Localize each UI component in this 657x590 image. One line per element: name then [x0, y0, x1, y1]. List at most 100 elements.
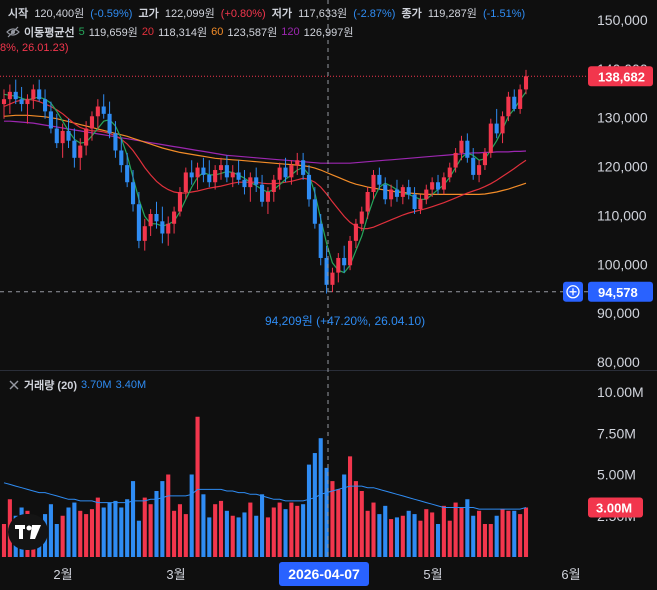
candle-body — [154, 213, 159, 222]
volume-bar — [189, 474, 194, 557]
candle — [166, 216, 171, 246]
volume-bar — [482, 524, 487, 557]
candle — [500, 111, 505, 144]
low-value: 117,633원 — [298, 8, 348, 20]
candle-body — [142, 226, 147, 241]
candle — [37, 79, 42, 102]
price-axis-tick: 90,000 — [597, 305, 640, 321]
volume-axis-tick: 5.00M — [597, 467, 636, 483]
candle-body — [359, 211, 364, 224]
ma60-period: 60 — [211, 26, 224, 38]
volume-bar — [89, 509, 95, 557]
candle-body — [289, 165, 294, 178]
candle — [283, 157, 288, 183]
candle — [471, 148, 476, 180]
candle — [43, 89, 48, 119]
candle — [459, 135, 464, 161]
volume-bar — [441, 505, 446, 557]
candle-body — [260, 184, 265, 202]
candle-body — [25, 99, 30, 105]
candle — [189, 160, 194, 185]
volume-bar — [125, 499, 130, 557]
volume-bar — [377, 514, 382, 557]
volume-bar — [166, 474, 171, 557]
candle — [394, 179, 400, 202]
candle-body — [465, 140, 470, 158]
price-axis-tick: 80,000 — [597, 354, 640, 370]
candle — [107, 101, 112, 139]
volume-bar — [195, 416, 200, 557]
candle-body — [254, 177, 259, 185]
candle — [218, 157, 224, 180]
candle — [389, 184, 394, 207]
candle — [265, 187, 270, 214]
volume-bar — [400, 515, 405, 557]
cursor-price-label: 94,578 — [598, 285, 638, 300]
candle-body — [230, 172, 235, 178]
candle-body — [265, 192, 270, 202]
candle-body — [412, 194, 417, 210]
candle — [512, 89, 517, 112]
volume-bar — [213, 504, 218, 557]
candle-body — [54, 128, 59, 144]
high-change: (+0.80%) — [220, 8, 266, 20]
ma-legend[interactable]: 이동평균선 5 119,659원 20 118,314원 60 123,587원… — [6, 24, 358, 40]
candle-body — [459, 140, 464, 153]
candle-body — [218, 165, 224, 171]
ma20-value: 118,314원 — [158, 27, 208, 39]
tradingview-logo[interactable] — [8, 514, 48, 550]
volume-bar — [301, 504, 306, 557]
candle-body — [523, 76, 529, 90]
volume-bar — [84, 514, 89, 557]
ma120-line — [4, 120, 527, 164]
candle-body — [7, 91, 12, 100]
volume-bar — [406, 510, 411, 557]
volume-bar — [412, 514, 417, 557]
candle — [136, 192, 141, 249]
volume-legend[interactable]: 거래량 (20) 3.70M 3.40M — [8, 377, 150, 393]
candle-body — [488, 123, 493, 153]
price-axis-tick: 100,000 — [597, 256, 648, 272]
candle — [95, 99, 100, 129]
volume-bar — [447, 520, 452, 557]
volume-bar — [430, 512, 435, 557]
candle — [447, 162, 452, 183]
price-axis-tick: 130,000 — [597, 110, 648, 126]
candle-body — [324, 257, 329, 285]
candle — [488, 118, 493, 158]
candle-body — [512, 96, 517, 109]
candle-body — [19, 99, 24, 105]
candle-body — [136, 204, 141, 241]
candle-body — [195, 167, 200, 178]
volume-bar — [260, 494, 265, 557]
candle — [400, 184, 405, 205]
visibility-icon[interactable] — [8, 379, 20, 391]
candle-body — [506, 96, 511, 117]
volume-bar — [418, 520, 423, 557]
candle-body — [101, 106, 106, 114]
ohlc-legend: 시작 120,400원 (-0.59%) 고가 122,099원 (+0.80%… — [8, 5, 528, 21]
volume-bar — [477, 510, 482, 557]
ma5-value: 119,659원 — [88, 27, 138, 39]
candle-body — [224, 165, 229, 178]
candle-body — [148, 213, 153, 227]
time-axis-label: 2월 — [53, 567, 72, 582]
volume-bar — [353, 481, 358, 557]
candle-body — [453, 152, 458, 168]
candle — [371, 170, 376, 200]
candle-body — [342, 257, 347, 266]
ma-title: 이동평균선 — [24, 27, 75, 39]
volume-bar — [95, 497, 100, 557]
cursor-date-tag — [279, 562, 369, 586]
volume-bar — [1, 524, 7, 557]
candle-body — [295, 160, 300, 166]
visibility-icon[interactable] — [6, 26, 20, 38]
candle — [242, 170, 247, 195]
candle-body — [447, 167, 452, 178]
current-price-tag — [588, 66, 653, 87]
candle-body — [518, 89, 523, 109]
candle-body — [383, 184, 388, 200]
low-label: 저가 — [271, 8, 293, 20]
candle-body — [418, 199, 423, 210]
